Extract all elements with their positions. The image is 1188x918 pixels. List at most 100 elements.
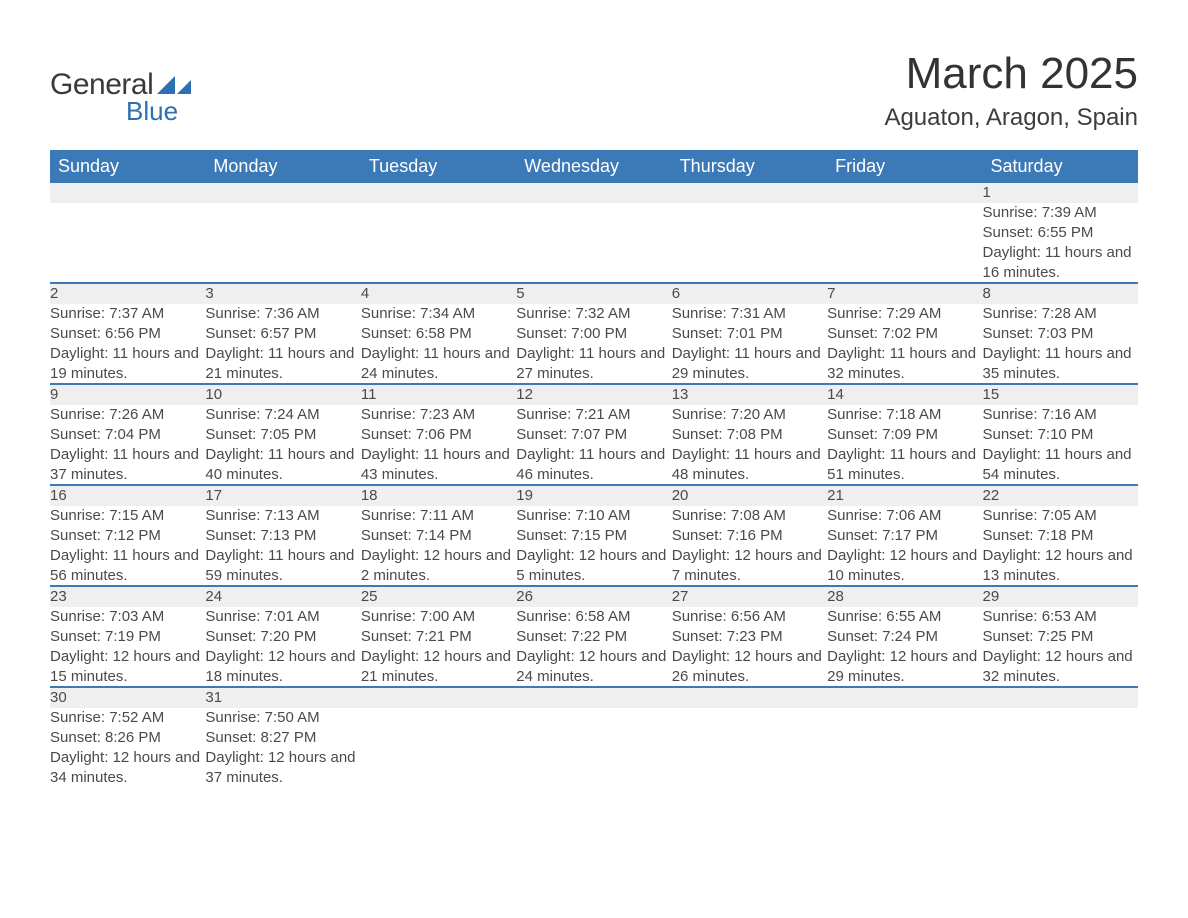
day-detail-cell: Sunrise: 7:23 AMSunset: 7:06 PMDaylight:… — [361, 405, 516, 485]
day-number-cell — [672, 183, 827, 203]
day-detail-cell: Sunrise: 7:10 AMSunset: 7:15 PMDaylight:… — [516, 506, 671, 586]
sunset-line: Sunset: 7:09 PM — [827, 425, 982, 445]
day-number-cell: 28 — [827, 586, 982, 607]
sunrise-line: Sunrise: 6:58 AM — [516, 607, 671, 627]
sunset-line: Sunset: 7:24 PM — [827, 627, 982, 647]
sunset-line: Sunset: 7:18 PM — [983, 526, 1138, 546]
daylight-line: Daylight: 12 hours and 34 minutes. — [50, 748, 205, 788]
daylight-line: Daylight: 12 hours and 29 minutes. — [827, 647, 982, 687]
sunset-line: Sunset: 7:15 PM — [516, 526, 671, 546]
detail-row: Sunrise: 7:39 AMSunset: 6:55 PMDaylight:… — [50, 203, 1138, 283]
sunset-line: Sunset: 6:56 PM — [50, 324, 205, 344]
day-number-cell: 7 — [827, 283, 982, 304]
day-detail-cell: Sunrise: 7:21 AMSunset: 7:07 PMDaylight:… — [516, 405, 671, 485]
daylight-line: Daylight: 12 hours and 15 minutes. — [50, 647, 205, 687]
day-number-cell — [516, 183, 671, 203]
day-detail-cell: Sunrise: 7:34 AMSunset: 6:58 PMDaylight:… — [361, 304, 516, 384]
day-number-cell — [50, 183, 205, 203]
daynum-row: 2345678 — [50, 283, 1138, 304]
day-number-cell — [361, 183, 516, 203]
sunset-line: Sunset: 6:55 PM — [983, 223, 1138, 243]
sunrise-line: Sunrise: 7:15 AM — [50, 506, 205, 526]
day-number-cell: 19 — [516, 485, 671, 506]
sunrise-line: Sunrise: 7:23 AM — [361, 405, 516, 425]
day-detail-cell — [983, 708, 1138, 787]
daylight-line: Daylight: 12 hours and 21 minutes. — [361, 647, 516, 687]
day-number-cell: 13 — [672, 384, 827, 405]
day-number-cell: 15 — [983, 384, 1138, 405]
day-detail-cell: Sunrise: 7:20 AMSunset: 7:08 PMDaylight:… — [672, 405, 827, 485]
day-detail-cell: Sunrise: 7:11 AMSunset: 7:14 PMDaylight:… — [361, 506, 516, 586]
daylight-line: Daylight: 11 hours and 37 minutes. — [50, 445, 205, 485]
weekday-header: Wednesday — [516, 150, 671, 183]
weekday-header: Monday — [205, 150, 360, 183]
day-number-cell: 24 — [205, 586, 360, 607]
sunset-line: Sunset: 6:57 PM — [205, 324, 360, 344]
day-detail-cell — [672, 708, 827, 787]
day-number-cell: 4 — [361, 283, 516, 304]
day-detail-cell: Sunrise: 7:13 AMSunset: 7:13 PMDaylight:… — [205, 506, 360, 586]
day-number-cell: 3 — [205, 283, 360, 304]
day-detail-cell: Sunrise: 7:29 AMSunset: 7:02 PMDaylight:… — [827, 304, 982, 384]
day-number-cell: 17 — [205, 485, 360, 506]
daylight-line: Daylight: 11 hours and 56 minutes. — [50, 546, 205, 586]
day-detail-cell: Sunrise: 6:56 AMSunset: 7:23 PMDaylight:… — [672, 607, 827, 687]
sunrise-line: Sunrise: 7:11 AM — [361, 506, 516, 526]
daylight-line: Daylight: 12 hours and 5 minutes. — [516, 546, 671, 586]
day-detail-cell: Sunrise: 7:18 AMSunset: 7:09 PMDaylight:… — [827, 405, 982, 485]
day-detail-cell: Sunrise: 7:00 AMSunset: 7:21 PMDaylight:… — [361, 607, 516, 687]
daylight-line: Daylight: 11 hours and 19 minutes. — [50, 344, 205, 384]
sunset-line: Sunset: 7:06 PM — [361, 425, 516, 445]
day-detail-cell: Sunrise: 7:16 AMSunset: 7:10 PMDaylight:… — [983, 405, 1138, 485]
sunset-line: Sunset: 7:17 PM — [827, 526, 982, 546]
day-number-cell — [827, 183, 982, 203]
sunset-line: Sunset: 7:19 PM — [50, 627, 205, 647]
daylight-line: Daylight: 11 hours and 24 minutes. — [361, 344, 516, 384]
sunrise-line: Sunrise: 6:56 AM — [672, 607, 827, 627]
weekday-header: Friday — [827, 150, 982, 183]
day-number-cell: 18 — [361, 485, 516, 506]
day-number-cell — [205, 183, 360, 203]
day-number-cell — [361, 687, 516, 708]
daynum-row: 23242526272829 — [50, 586, 1138, 607]
day-detail-cell: Sunrise: 6:55 AMSunset: 7:24 PMDaylight:… — [827, 607, 982, 687]
daylight-line: Daylight: 11 hours and 48 minutes. — [672, 445, 827, 485]
sunrise-line: Sunrise: 7:16 AM — [983, 405, 1138, 425]
sunrise-line: Sunrise: 7:08 AM — [672, 506, 827, 526]
day-number-cell: 8 — [983, 283, 1138, 304]
sunrise-line: Sunrise: 7:18 AM — [827, 405, 982, 425]
daylight-line: Daylight: 12 hours and 13 minutes. — [983, 546, 1138, 586]
sunset-line: Sunset: 7:13 PM — [205, 526, 360, 546]
daylight-line: Daylight: 11 hours and 35 minutes. — [983, 344, 1138, 384]
day-detail-cell — [516, 203, 671, 283]
sunset-line: Sunset: 7:05 PM — [205, 425, 360, 445]
detail-row: Sunrise: 7:52 AMSunset: 8:26 PMDaylight:… — [50, 708, 1138, 787]
daylight-line: Daylight: 12 hours and 10 minutes. — [827, 546, 982, 586]
daylight-line: Daylight: 11 hours and 40 minutes. — [205, 445, 360, 485]
sunrise-line: Sunrise: 7:31 AM — [672, 304, 827, 324]
calendar-page: General Blue March 2025 Aguaton, Aragon,… — [0, 0, 1188, 918]
day-number-cell: 21 — [827, 485, 982, 506]
daylight-line: Daylight: 12 hours and 18 minutes. — [205, 647, 360, 687]
location: Aguaton, Aragon, Spain — [884, 104, 1138, 132]
sunrise-line: Sunrise: 7:05 AM — [983, 506, 1138, 526]
day-detail-cell: Sunrise: 7:15 AMSunset: 7:12 PMDaylight:… — [50, 506, 205, 586]
sunset-line: Sunset: 7:00 PM — [516, 324, 671, 344]
day-detail-cell — [50, 203, 205, 283]
day-number-cell: 9 — [50, 384, 205, 405]
sunset-line: Sunset: 8:26 PM — [50, 728, 205, 748]
day-detail-cell: Sunrise: 6:58 AMSunset: 7:22 PMDaylight:… — [516, 607, 671, 687]
day-detail-cell: Sunrise: 7:39 AMSunset: 6:55 PMDaylight:… — [983, 203, 1138, 283]
daynum-row: 16171819202122 — [50, 485, 1138, 506]
day-number-cell: 29 — [983, 586, 1138, 607]
day-detail-cell: Sunrise: 7:32 AMSunset: 7:00 PMDaylight:… — [516, 304, 671, 384]
sunrise-line: Sunrise: 7:06 AM — [827, 506, 982, 526]
day-number-cell: 2 — [50, 283, 205, 304]
day-number-cell: 26 — [516, 586, 671, 607]
daynum-row: 3031 — [50, 687, 1138, 708]
month-title: March 2025 — [884, 50, 1138, 98]
daylight-line: Daylight: 12 hours and 24 minutes. — [516, 647, 671, 687]
daylight-line: Daylight: 11 hours and 21 minutes. — [205, 344, 360, 384]
daylight-line: Daylight: 11 hours and 51 minutes. — [827, 445, 982, 485]
day-number-cell: 16 — [50, 485, 205, 506]
